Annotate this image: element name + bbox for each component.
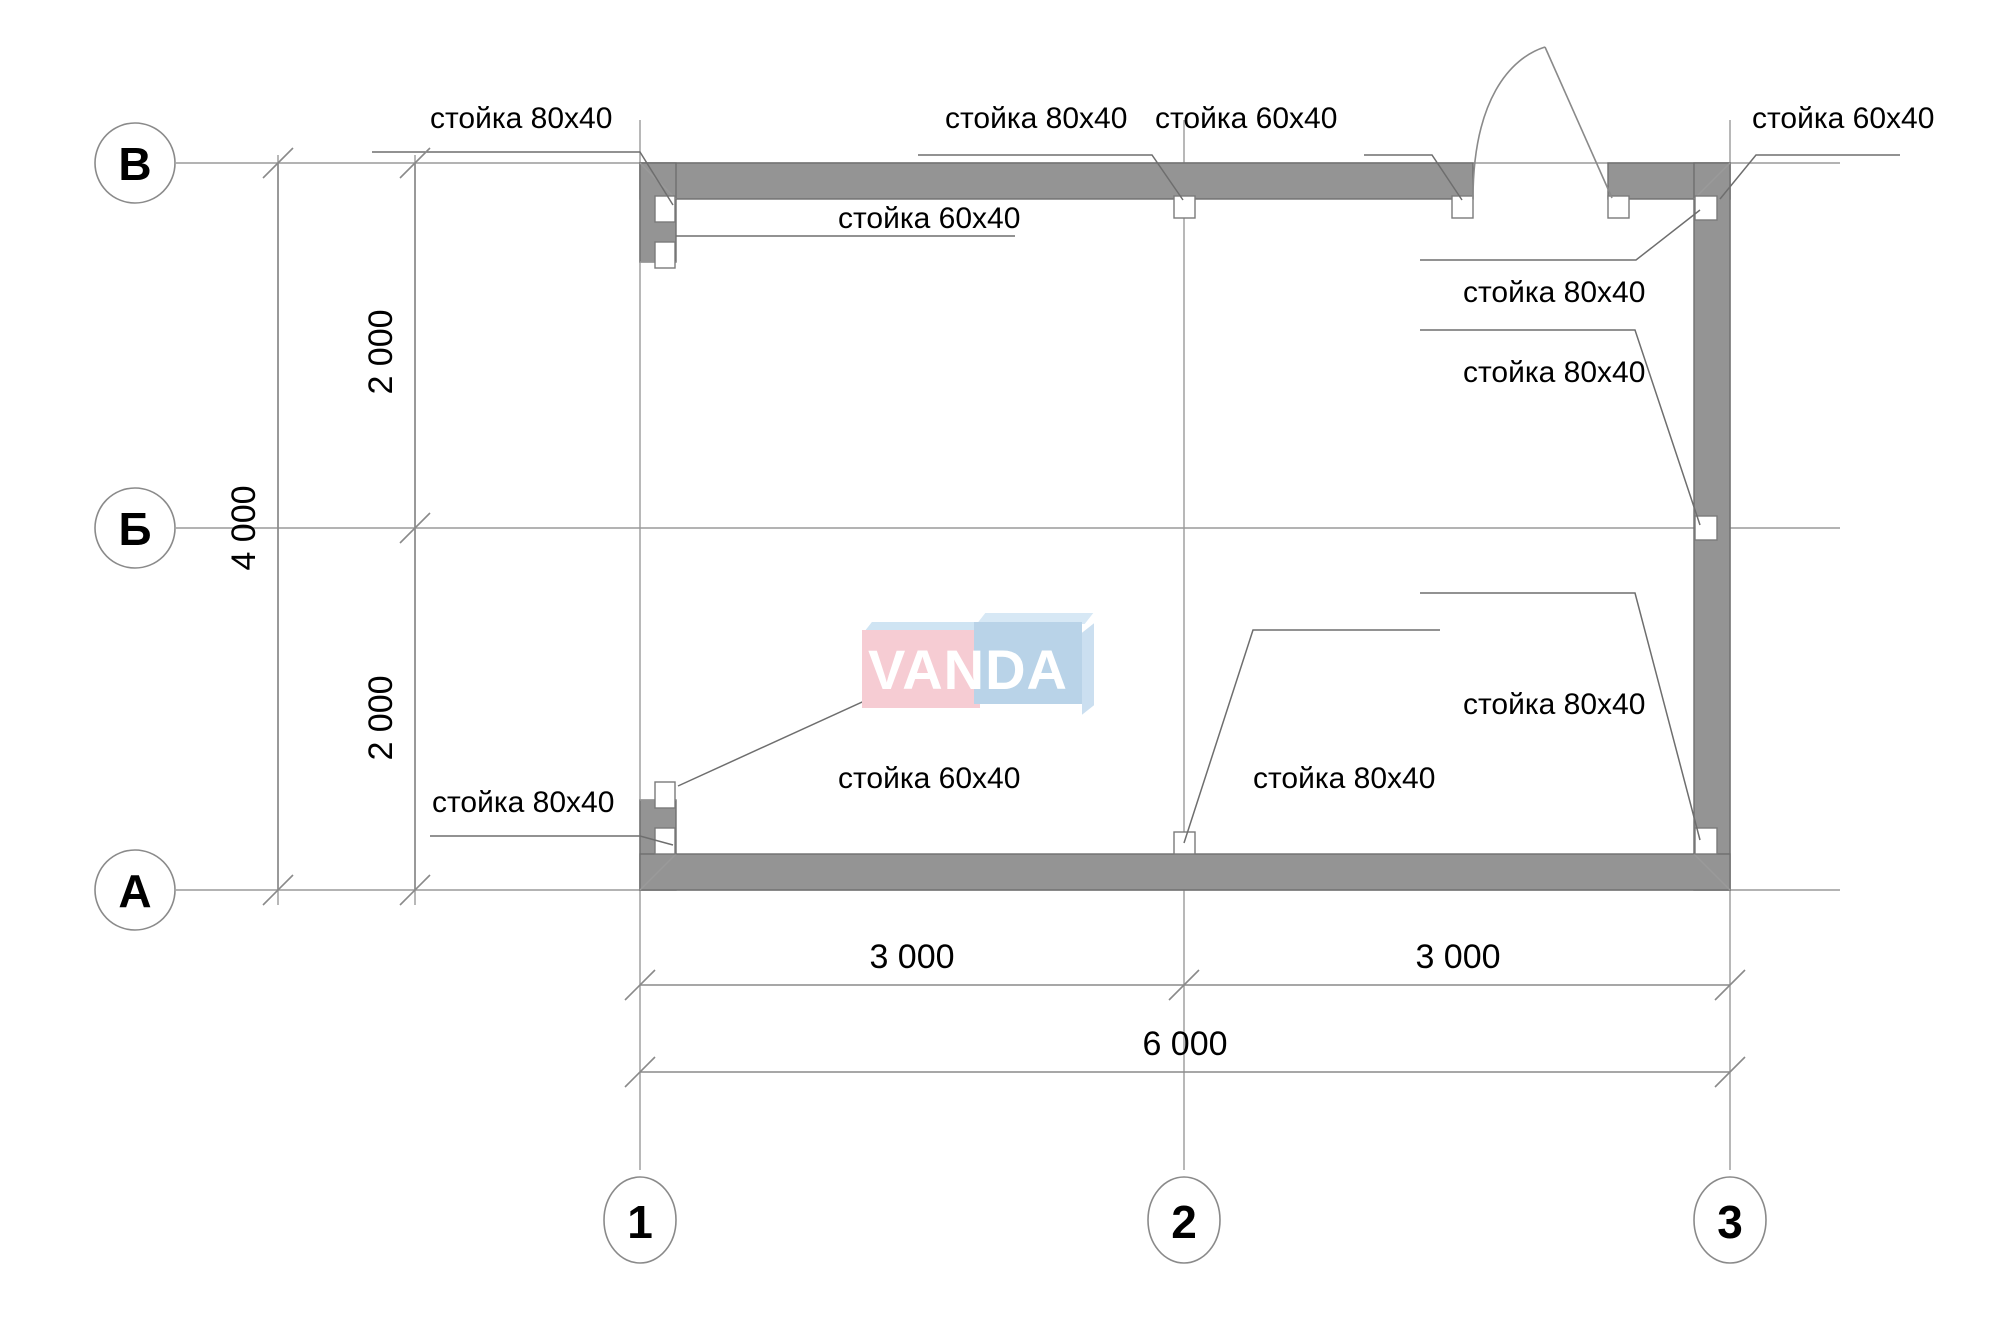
grid-bubble-2-label: 2	[1171, 1196, 1197, 1248]
grid-bubble-V[interactable]	[94, 122, 176, 204]
grid-bubbles-letters: В Б А	[94, 122, 176, 931]
annotation-a11: стойка 80x40	[432, 786, 614, 819]
vertical-dimensions: 2 000 2 000 4 000	[225, 147, 431, 906]
post-marker-top-opening-l	[1451, 195, 1474, 219]
vdim-2000-lower: 2 000	[362, 675, 400, 760]
hdim-3000-right: 3 000	[1415, 938, 1500, 976]
annotation-a5: стойка 60x40	[1752, 102, 1934, 135]
grid-bubble-3[interactable]	[1693, 1176, 1767, 1264]
post-marker-right-axisB	[1694, 515, 1718, 541]
door-swing-icon	[1472, 46, 1613, 200]
hdim-6000-total: 6 000	[1142, 1025, 1227, 1063]
post-marker-right-lower	[1694, 827, 1718, 855]
grid-bubble-V-label: В	[118, 138, 151, 190]
hdim-3000-left: 3 000	[869, 938, 954, 976]
grid-bubble-1-label: 1	[627, 1196, 653, 1248]
vdim-4000-total: 4 000	[225, 485, 263, 570]
wall-top-left	[639, 162, 1474, 200]
wall-bottom	[639, 853, 1731, 891]
post-marker-top-left-a	[654, 195, 676, 223]
post-marker-right-upper	[1694, 195, 1718, 221]
annotation-a8: стойка 80x40	[1463, 688, 1645, 721]
horizontal-dimensions: 3 000 3 000 6 000	[624, 938, 1746, 1088]
grid-bubble-1[interactable]	[603, 1176, 677, 1264]
grid-bubble-2[interactable]	[1147, 1176, 1221, 1264]
annotation-a4: стойка 60x40	[1155, 102, 1337, 135]
post-marker-top-opening-r	[1607, 195, 1630, 219]
annotation-a2: стойка 60x40	[838, 202, 1020, 235]
post-marker-bottom-left-b	[654, 827, 676, 855]
post-marker-bottom-left-a	[654, 781, 676, 809]
post-marker-top-axis2	[1173, 195, 1196, 219]
vdim-2000-upper: 2 000	[362, 309, 400, 394]
annotation-a7: стойка 80x40	[1463, 356, 1645, 389]
annotation-a9: стойка 80x40	[1253, 762, 1435, 795]
annotation-a1: стойка 80x40	[430, 102, 612, 135]
grid-bubble-3-label: 3	[1717, 1196, 1743, 1248]
wall-assembly	[639, 162, 1731, 891]
grid-bubble-A-label: А	[118, 865, 151, 917]
annotation-leaders	[372, 151, 1900, 846]
annotation-labels: стойка 80x40 стойка 60x40 стойка 80x40 с…	[430, 102, 1934, 819]
grid-bubbles-numbers: 1 2 3	[603, 1176, 1767, 1264]
post-marker-top-left-b	[654, 241, 676, 269]
annotation-a3: стойка 80x40	[945, 102, 1127, 135]
grid-bubble-A[interactable]	[94, 849, 176, 931]
annotation-a6: стойка 80x40	[1463, 276, 1645, 309]
post-markers	[654, 195, 1718, 855]
grid-bubble-B-label: Б	[118, 503, 151, 555]
grid-bubble-B[interactable]	[94, 487, 176, 569]
annotation-a10: стойка 60x40	[838, 762, 1020, 795]
